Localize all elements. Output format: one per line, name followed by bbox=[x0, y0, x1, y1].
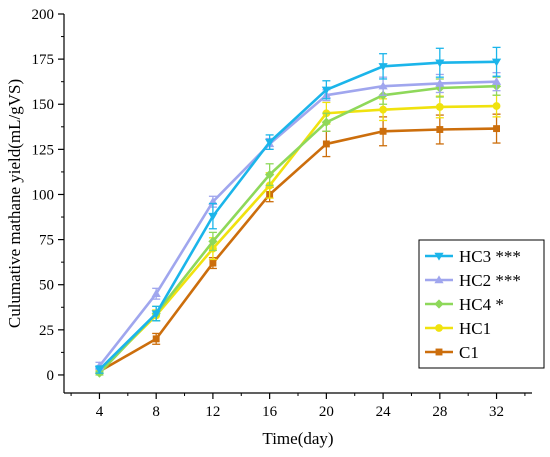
data-point bbox=[321, 117, 331, 127]
legend-marker bbox=[435, 348, 443, 356]
data-point bbox=[151, 289, 161, 297]
y-axis-label: Culumative mathane yield(mL/gVS) bbox=[5, 79, 24, 328]
y-ticks: 0 25 50 75 100 125 150 175 200 bbox=[32, 7, 64, 384]
series-line bbox=[98, 127, 497, 373]
series-line bbox=[98, 60, 497, 371]
data-point bbox=[94, 366, 105, 375]
legend-marker bbox=[435, 324, 443, 332]
y-tick-label: 50 bbox=[39, 278, 54, 294]
data-point bbox=[379, 127, 387, 135]
y-tick-label: 100 bbox=[32, 187, 55, 203]
legend-marker bbox=[434, 275, 444, 284]
x-tick-label: 28 bbox=[432, 404, 447, 420]
data-point bbox=[378, 81, 388, 90]
legend-marker bbox=[434, 299, 444, 309]
x-tick-label: 24 bbox=[376, 404, 392, 420]
legend-label: HC4 * bbox=[459, 295, 504, 314]
data-point bbox=[378, 63, 388, 71]
y-tick-label: 150 bbox=[32, 97, 55, 113]
series-hc3 bbox=[94, 46, 502, 375]
y-tick-label: 0 bbox=[47, 368, 55, 384]
series-line bbox=[98, 84, 497, 375]
x-tick-label: 4 bbox=[96, 404, 104, 420]
legend-label: HC3 *** bbox=[459, 247, 521, 266]
data-point bbox=[322, 140, 330, 148]
legend-item: HC2 *** bbox=[425, 271, 521, 290]
legend-item: HC1 bbox=[425, 319, 491, 338]
legend-label: C1 bbox=[459, 343, 479, 362]
legend: HC3 *** HC2 *** HC4 * HC1 C1 bbox=[418, 239, 545, 369]
data-point bbox=[321, 86, 331, 95]
y-tick-label: 175 bbox=[32, 52, 55, 68]
data-point bbox=[436, 126, 444, 133]
legend-item: HC3 *** bbox=[425, 247, 521, 266]
data-point bbox=[265, 170, 275, 180]
x-tick-label: 16 bbox=[262, 404, 278, 420]
data-point bbox=[491, 77, 502, 85]
data-point bbox=[208, 212, 218, 221]
data-point bbox=[491, 58, 502, 67]
x-tick-label: 20 bbox=[319, 404, 334, 420]
y-tick-label: 25 bbox=[39, 323, 54, 339]
data-point bbox=[379, 105, 388, 114]
data-point bbox=[435, 78, 445, 87]
data-point bbox=[209, 259, 217, 267]
legend-label: HC2 *** bbox=[459, 271, 521, 290]
x-axis-label: Time(day) bbox=[262, 429, 333, 448]
legend-item: HC4 * bbox=[425, 295, 504, 314]
legend-label: HC1 bbox=[459, 319, 491, 338]
legend-item: C1 bbox=[425, 343, 479, 362]
y-tick-label: 125 bbox=[32, 142, 55, 158]
data-point bbox=[151, 310, 161, 319]
x-tick-label: 12 bbox=[205, 404, 220, 420]
data-point bbox=[435, 103, 444, 111]
data-point bbox=[435, 59, 445, 68]
data-point bbox=[493, 125, 500, 133]
y-tick-label: 200 bbox=[32, 7, 55, 23]
x-ticks: 4 8 12 16 20 24 28 32 bbox=[70, 393, 526, 420]
data-point bbox=[265, 138, 275, 147]
x-tick-label: 32 bbox=[489, 404, 504, 420]
x-tick-label: 8 bbox=[152, 404, 160, 420]
series-line bbox=[98, 80, 497, 367]
data-point bbox=[492, 102, 501, 110]
legend-marker bbox=[434, 252, 444, 261]
data-point bbox=[152, 335, 160, 343]
data-point bbox=[208, 236, 218, 246]
y-tick-label: 75 bbox=[39, 233, 54, 249]
plot-area bbox=[94, 46, 502, 378]
